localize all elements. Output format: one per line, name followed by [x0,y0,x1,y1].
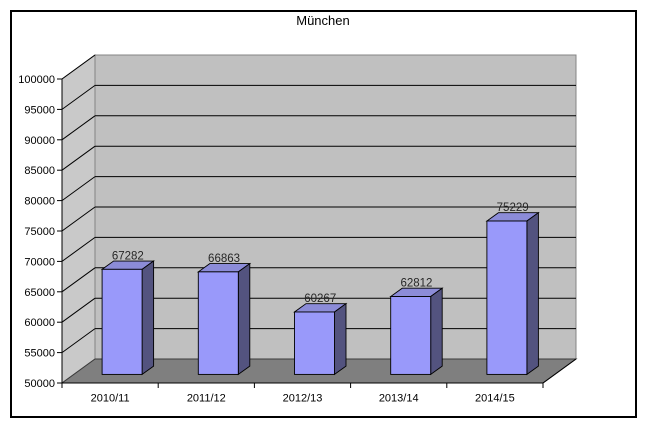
chart-title: München [296,13,350,28]
gridline-side [61,297,96,323]
gridline-side [61,176,96,202]
y-axis-label: 75000 [24,226,55,238]
gridline-side [61,115,96,141]
y-axis-label: 85000 [24,165,55,177]
y-axis-label: 60000 [24,317,55,329]
y-axis-label: 65000 [24,287,55,299]
gridline-side [61,54,96,80]
bar-2010/11 [101,268,143,375]
y-axis-label: 70000 [24,256,55,268]
y-axis-label: 55000 [24,348,55,360]
value-label: 60267 [304,293,336,305]
x-axis-label: 2010/11 [91,393,130,405]
x-axis-label: 2014/15 [475,393,515,405]
bar-2013/14 [390,296,432,375]
gridline-side [61,267,96,293]
value-label: 67282 [112,251,144,263]
y-axis-label: 50000 [24,378,55,390]
bar-side-2014/15 [526,211,539,376]
value-label: 75229 [497,202,529,214]
value-label: 66863 [208,253,240,265]
y-axis-label: 90000 [24,135,55,147]
y-axis-label: 95000 [24,104,55,116]
bar-2014/15 [486,220,528,375]
value-label: 62812 [400,278,432,290]
floor-right-edge [542,358,577,384]
bar-side-2010/11 [141,260,155,376]
x-axis-label: 2011/12 [187,393,226,405]
bar-side-2011/12 [237,262,251,376]
x-axis-label: 2013/14 [379,393,419,405]
y-axis-label: 100000 [18,74,55,86]
gridline-side [61,84,96,110]
bar-side-2012/13 [334,302,347,376]
x-axis-label: 2012/13 [283,393,323,405]
bar-2012/13 [294,311,335,375]
gridline-side [61,206,96,232]
gridline-side [61,236,96,262]
y-axis-label: 80000 [24,196,55,208]
gridline-side [61,328,96,354]
bar-side-2013/14 [430,287,443,376]
bar-2011/12 [197,271,239,375]
gridline-side [61,145,96,171]
